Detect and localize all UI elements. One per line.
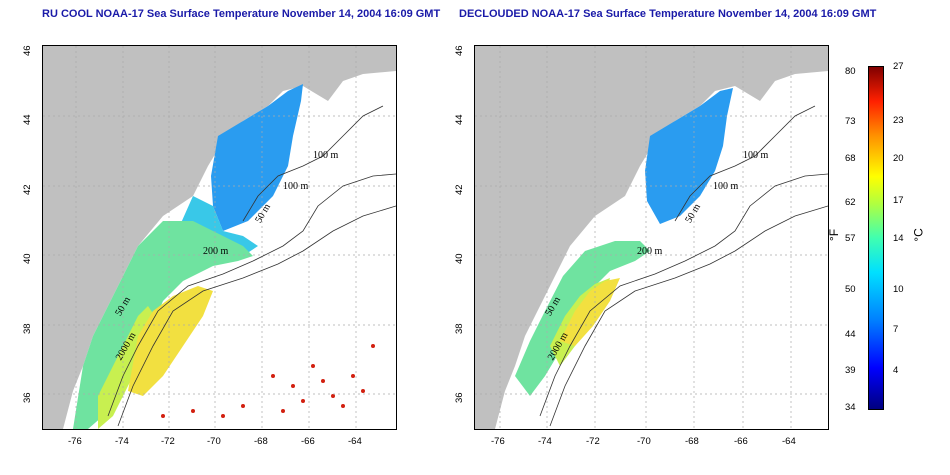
fahrenheit-tick: 39 [845, 365, 856, 376]
right-sst-map: 100 m 100 m 50 m 200 m 50 m 2000 m [474, 45, 829, 430]
x-tick-label: -74 [538, 436, 552, 447]
x-tick-label: -64 [348, 436, 362, 447]
fahrenheit-tick: 68 [845, 153, 856, 164]
y-tick-label: 46 [454, 45, 465, 56]
celsius-tick: 23 [893, 115, 904, 126]
x-tick-label: -66 [734, 436, 748, 447]
y-tick-label: 42 [22, 184, 33, 195]
land-mass [475, 46, 828, 429]
x-tick-label: -68 [254, 436, 268, 447]
x-tick-label: -66 [301, 436, 315, 447]
fahrenheit-unit-label: °F [827, 228, 842, 242]
x-tick-label: -76 [68, 436, 82, 447]
celsius-tick: 27 [893, 61, 904, 72]
gulf-of-maine-sst [211, 84, 303, 231]
fahrenheit-tick: 57 [845, 233, 856, 244]
y-tick-label: 40 [454, 253, 465, 264]
left-map-title: RU COOL NOAA-17 Sea Surface Temperature … [42, 8, 441, 20]
y-tick-label: 40 [22, 253, 33, 264]
y-tick-label: 36 [22, 392, 33, 403]
isobath-label: 100 m [283, 181, 309, 192]
y-tick-label: 42 [454, 184, 465, 195]
slope-sst [560, 278, 620, 346]
temperature-colorbar [868, 66, 884, 410]
x-tick-label: -74 [115, 436, 129, 447]
y-tick-label: 36 [454, 392, 465, 403]
celsius-tick: 20 [893, 153, 904, 164]
celsius-tick: 4 [893, 365, 899, 376]
celsius-tick: 14 [893, 233, 904, 244]
fahrenheit-tick: 80 [845, 66, 856, 77]
celsius-unit-label: °C [911, 228, 926, 242]
isobath-label: 100 m [713, 181, 739, 192]
x-tick-label: -68 [685, 436, 699, 447]
isobath-label: 100 m [743, 150, 769, 161]
grid [475, 46, 828, 429]
x-tick-label: -64 [782, 436, 796, 447]
y-tick-label: 38 [454, 323, 465, 334]
isobath-label: 100 m [313, 150, 339, 161]
celsius-tick: 7 [893, 324, 899, 335]
fahrenheit-tick: 44 [845, 329, 856, 340]
celsius-tick: 17 [893, 195, 904, 206]
x-tick-label: -70 [637, 436, 651, 447]
land-mass [43, 46, 396, 429]
x-tick-label: -76 [491, 436, 505, 447]
grid [43, 46, 396, 429]
isobath-label: 200 m [203, 246, 229, 257]
y-tick-label: 44 [22, 114, 33, 125]
x-tick-label: -72 [586, 436, 600, 447]
fahrenheit-tick: 73 [845, 116, 856, 127]
y-tick-label: 44 [454, 114, 465, 125]
gulf-of-maine-sst [645, 88, 733, 224]
warm-spots [161, 344, 375, 418]
y-tick-label: 46 [22, 45, 33, 56]
x-tick-label: -72 [161, 436, 175, 447]
fahrenheit-tick: 50 [845, 284, 856, 295]
right-map-title: DECLOUDED NOAA-17 Sea Surface Temperatur… [459, 8, 877, 20]
isobaths [107, 105, 396, 427]
isobath-label: 200 m [637, 246, 663, 257]
left-sst-map: 100 m 100 m 50 m 200 m 50 m 2000 m [42, 45, 397, 430]
fahrenheit-tick: 34 [845, 402, 856, 413]
celsius-tick: 10 [893, 284, 904, 295]
fahrenheit-tick: 62 [845, 197, 856, 208]
shelf-sst [515, 241, 650, 396]
x-tick-label: -70 [207, 436, 221, 447]
slope-sst [128, 286, 213, 396]
isobaths [539, 105, 828, 427]
y-tick-label: 38 [22, 323, 33, 334]
